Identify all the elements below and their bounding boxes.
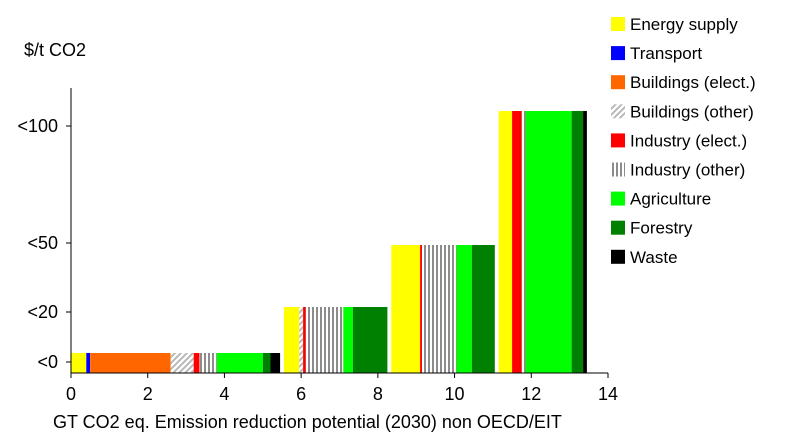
- bar-forestry-lt20: [352, 307, 388, 373]
- bar-energy-supply-lt50: [391, 245, 421, 373]
- bar-agriculture-lt50: [456, 245, 472, 373]
- legend-label-energy-supply: Energy supply: [630, 15, 738, 34]
- x-tick-label: 10: [445, 384, 465, 404]
- bar-agriculture-lt100: [525, 111, 572, 373]
- bar-agriculture-lt0: [216, 353, 263, 373]
- bar-industry-other-lt0: [199, 353, 217, 373]
- legend-swatch-buildings-other: [611, 104, 625, 119]
- plot-bars: [71, 111, 587, 373]
- legend-label-buildings-other: Buildings (other): [630, 102, 754, 121]
- legend: Energy supply Transport Buildings (elect.)…: [611, 15, 756, 267]
- bar-buildings-other-lt0: [170, 353, 194, 373]
- x-tick-label: 12: [521, 384, 541, 404]
- legend-swatch-energy-supply: [611, 17, 625, 31]
- bar-forestry-lt50: [471, 245, 495, 373]
- legend-label-waste: Waste: [630, 248, 678, 267]
- x-tick-label: 4: [219, 384, 229, 404]
- y-tick-label: <100: [17, 116, 58, 136]
- legend-swatch-forestry: [611, 220, 625, 235]
- y-axis-title: $/t CO2: [24, 40, 86, 60]
- x-tick-label: 14: [598, 384, 618, 404]
- y-ticks: <0 <20 <50 <100: [17, 116, 71, 372]
- bar-buildings-elect-lt0: [90, 353, 171, 373]
- legend-label-industry-elect: Industry (elect.): [630, 131, 747, 150]
- bar-forestry-lt100: [571, 111, 584, 373]
- legend-swatch-industry-elect: [611, 133, 625, 148]
- y-tick-label: <50: [27, 233, 58, 253]
- bar-industry-elect-lt100: [512, 111, 522, 373]
- x-tick-label: 6: [296, 384, 306, 404]
- bar-industry-other-lt50: [422, 245, 457, 373]
- legend-label-industry-other: Industry (other): [630, 161, 745, 180]
- bar-waste-lt0: [270, 353, 281, 373]
- bar-industry-elect-lt50: [420, 245, 422, 373]
- plot-axes: [70, 88, 608, 374]
- x-tick-label: 0: [66, 384, 76, 404]
- legend-swatch-waste: [611, 249, 625, 264]
- y-tick-label: <0: [37, 352, 58, 372]
- x-tick-label: 2: [143, 384, 153, 404]
- bar-agriculture-lt20: [343, 307, 353, 373]
- bar-energy-supply-lt0: [71, 353, 87, 373]
- y-tick-label: <20: [27, 302, 58, 322]
- x-ticks: 0 2 4 6 8 10 12 14: [66, 373, 618, 404]
- x-tick-label: 8: [373, 384, 383, 404]
- legend-label-transport: Transport: [630, 44, 702, 63]
- bar-transport-lt0: [86, 353, 91, 373]
- legend-label-agriculture: Agriculture: [630, 190, 711, 209]
- bar-buildings-other-lt20: [299, 307, 303, 373]
- bar-forestry-lt0: [262, 353, 271, 373]
- legend-label-forestry: Forestry: [630, 219, 693, 238]
- bar-industry-elect-lt0: [193, 353, 200, 373]
- legend-swatch-transport: [611, 46, 625, 61]
- legend-swatch-industry-other: [611, 162, 625, 177]
- legend-swatch-buildings-elect: [611, 75, 625, 90]
- bar-waste-lt100: [583, 111, 587, 373]
- legend-label-buildings-elect: Buildings (elect.): [630, 73, 756, 92]
- bar-industry-other-lt20: [305, 307, 344, 373]
- bar-industry-elect-lt20: [303, 307, 306, 373]
- bar-energy-supply-lt100: [498, 111, 513, 373]
- bar-energy-supply-lt20: [283, 307, 300, 373]
- legend-swatch-agriculture: [611, 191, 625, 206]
- x-axis-title: GT CO2 eq. Emission reduction potential …: [53, 412, 562, 432]
- bar-industry-other-lt100: [521, 111, 526, 373]
